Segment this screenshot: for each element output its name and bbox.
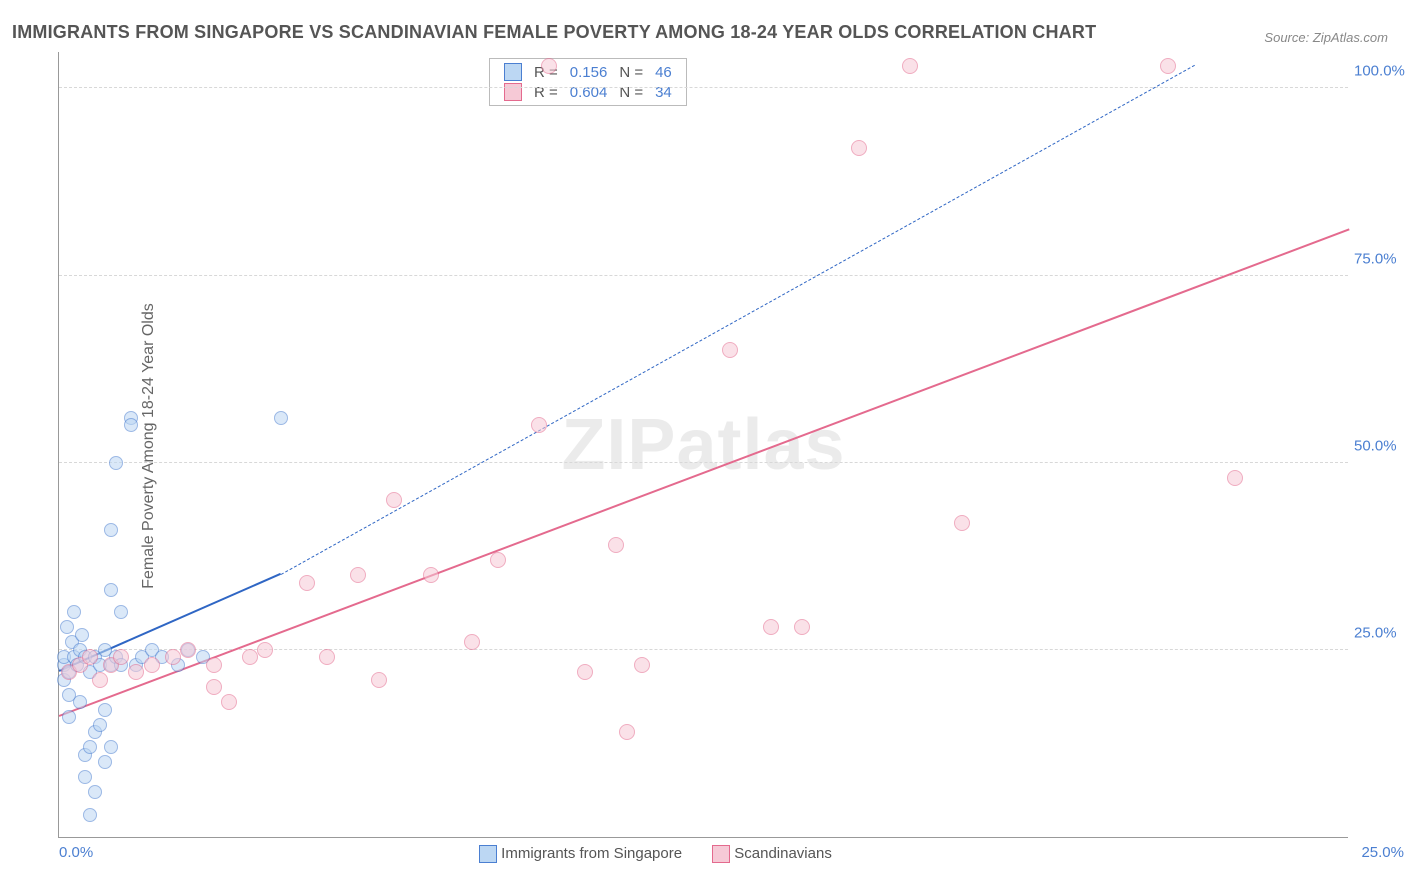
scatter-point (165, 649, 181, 665)
chart-title: IMMIGRANTS FROM SINGAPORE VS SCANDINAVIA… (12, 22, 1096, 43)
scatter-point (274, 411, 288, 425)
scatter-point (619, 724, 635, 740)
scatter-point (109, 456, 123, 470)
scatter-point (242, 649, 258, 665)
x-tick-max: 25.0% (1361, 844, 1404, 861)
y-tick-label: 25.0% (1354, 624, 1404, 641)
scatter-point (722, 342, 738, 358)
scatter-point (98, 703, 112, 717)
stat-n-value: 46 (649, 62, 678, 82)
scatter-point (88, 785, 102, 799)
scatter-point (73, 695, 87, 709)
scatter-point (62, 710, 76, 724)
stat-r-label: R = (528, 82, 564, 102)
y-tick-label: 50.0% (1354, 437, 1404, 454)
gridline (59, 275, 1348, 276)
scatter-point (104, 583, 118, 597)
legend-item: Scandinavians (712, 845, 832, 863)
scatter-point (83, 808, 97, 822)
stat-r-value: 0.604 (564, 82, 614, 102)
scatter-point (67, 605, 81, 619)
scatter-point (423, 567, 439, 583)
scatter-point (60, 620, 74, 634)
scatter-point (257, 642, 273, 658)
scatter-point (144, 657, 160, 673)
scatter-point (221, 694, 237, 710)
source-label: Source: (1264, 30, 1309, 45)
legend-swatch (504, 83, 522, 101)
scatter-point (386, 492, 402, 508)
scatter-point (541, 58, 557, 74)
scatter-point (634, 657, 650, 673)
scatter-point (531, 417, 547, 433)
scatter-point (490, 552, 506, 568)
scatter-point (954, 515, 970, 531)
regression-line (281, 65, 1195, 575)
scatter-point (1227, 470, 1243, 486)
legend-series: Immigrants from Singapore Scandinavians (479, 845, 862, 863)
gridline (59, 462, 1348, 463)
scatter-point (114, 605, 128, 619)
scatter-point (124, 418, 138, 432)
scatter-point (1160, 58, 1176, 74)
legend-stat-row: R =0.156N =46 (498, 62, 678, 82)
scatter-point (319, 649, 335, 665)
source-attribution: Source: ZipAtlas.com (1264, 30, 1388, 45)
stat-n-label: N = (613, 62, 649, 82)
scatter-point (371, 672, 387, 688)
legend-stat-row: R =0.604N =34 (498, 82, 678, 102)
scatter-point (78, 770, 92, 784)
scatter-point (794, 619, 810, 635)
scatter-point (104, 523, 118, 537)
scatter-point (851, 140, 867, 156)
x-tick-min: 0.0% (59, 844, 93, 861)
scatter-point (82, 649, 98, 665)
stat-r-value: 0.156 (564, 62, 614, 82)
scatter-point (75, 628, 89, 642)
scatter-point (180, 642, 196, 658)
scatter-point (350, 567, 366, 583)
stat-n-value: 34 (649, 82, 678, 102)
scatter-point (763, 619, 779, 635)
plot-area: ZIPatlas R =0.156N =46R =0.604N =34 Immi… (58, 52, 1348, 838)
scatter-point (113, 649, 129, 665)
legend-item: Immigrants from Singapore (479, 845, 682, 863)
scatter-point (464, 634, 480, 650)
scatter-point (206, 679, 222, 695)
source-value: ZipAtlas.com (1313, 30, 1388, 45)
stat-n-label: N = (613, 82, 649, 102)
legend-swatch (712, 845, 730, 863)
scatter-point (128, 664, 144, 680)
scatter-point (98, 755, 112, 769)
scatter-point (83, 740, 97, 754)
scatter-point (577, 664, 593, 680)
y-tick-label: 75.0% (1354, 250, 1404, 267)
scatter-point (206, 657, 222, 673)
scatter-point (299, 575, 315, 591)
scatter-point (608, 537, 624, 553)
scatter-point (902, 58, 918, 74)
legend-label: Scandinavians (734, 845, 832, 862)
legend-stats: R =0.156N =46R =0.604N =34 (489, 58, 687, 106)
legend-swatch (504, 63, 522, 81)
regression-line (59, 229, 1350, 717)
scatter-point (92, 672, 108, 688)
scatter-point (104, 740, 118, 754)
legend-swatch (479, 845, 497, 863)
legend-label: Immigrants from Singapore (501, 845, 682, 862)
scatter-point (93, 718, 107, 732)
y-tick-label: 100.0% (1354, 63, 1404, 80)
